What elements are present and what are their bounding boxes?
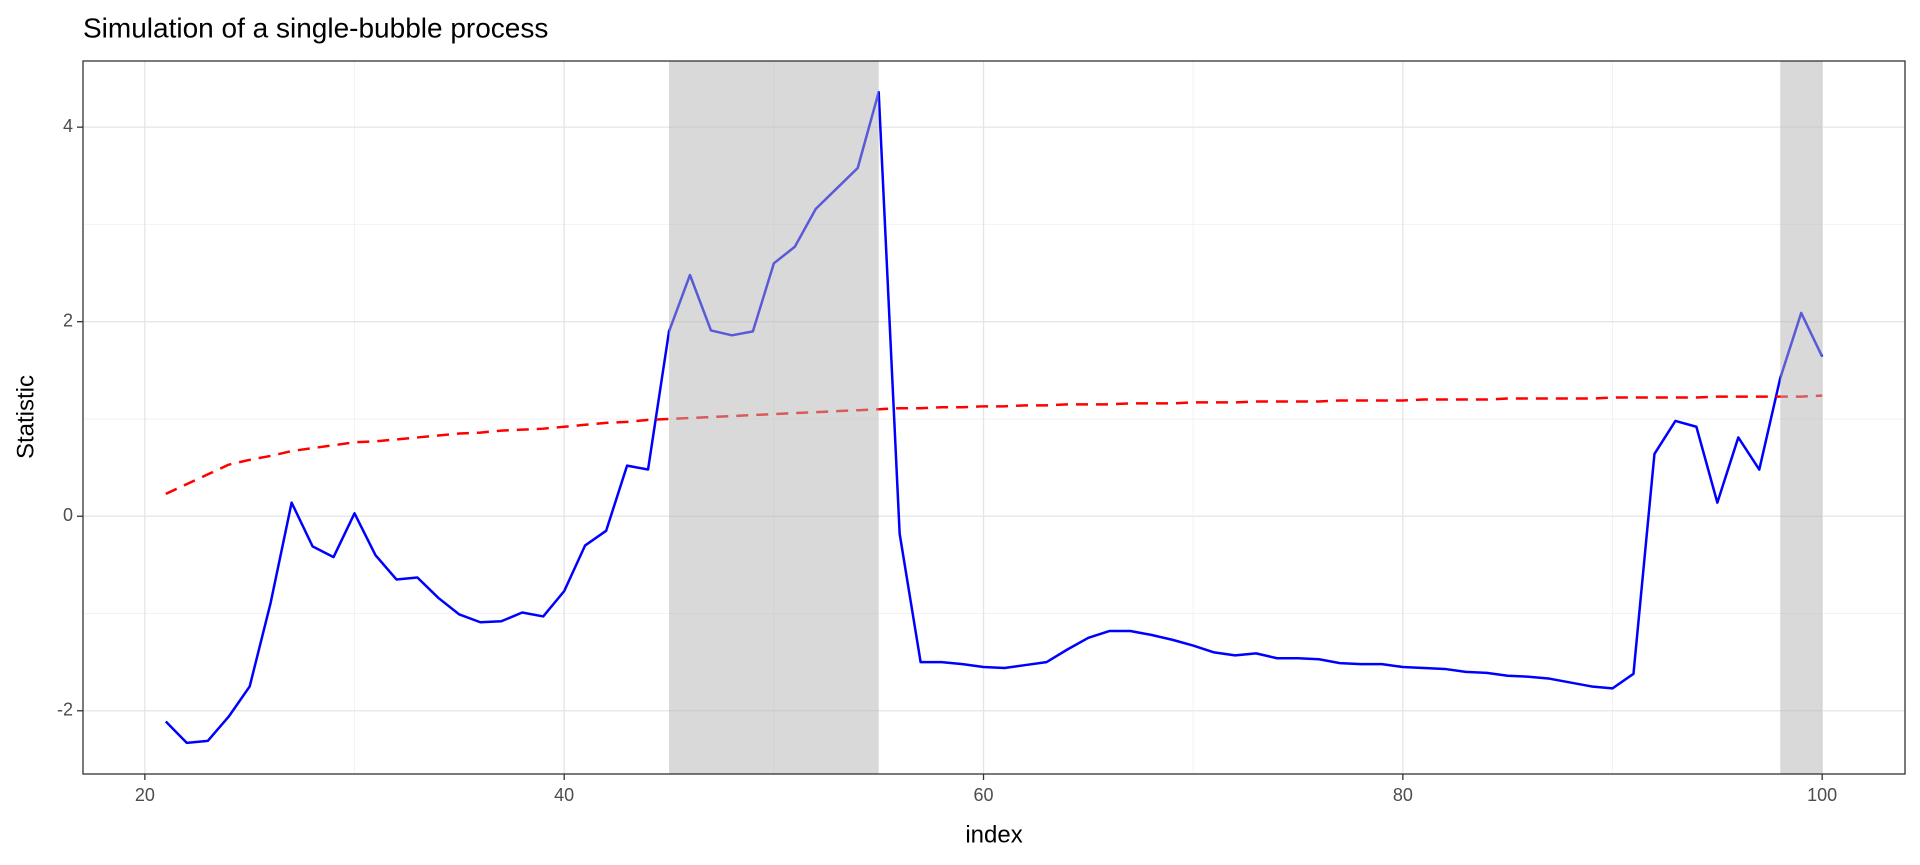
shaded-region xyxy=(1780,61,1823,774)
panel-border xyxy=(82,60,1906,775)
y-tick-label: 4 xyxy=(63,116,73,136)
x-tick-label: 60 xyxy=(974,785,994,805)
series-line xyxy=(164,90,1824,745)
x-tick-label: 20 xyxy=(135,785,155,805)
x-tick-label: 100 xyxy=(1807,785,1837,805)
x-tick-label: 40 xyxy=(554,785,574,805)
x-tick-label: 80 xyxy=(1393,785,1413,805)
shaded-region xyxy=(669,61,879,774)
y-axis-title: Statistic xyxy=(12,375,39,459)
y-tick-label: -2 xyxy=(57,700,73,720)
y-tick-label: 2 xyxy=(63,310,73,330)
chart-title: Simulation of a single-bubble process xyxy=(83,12,548,43)
series-line xyxy=(165,394,1823,495)
x-axis-title: index xyxy=(965,821,1022,848)
y-tick-label: 0 xyxy=(63,505,73,525)
